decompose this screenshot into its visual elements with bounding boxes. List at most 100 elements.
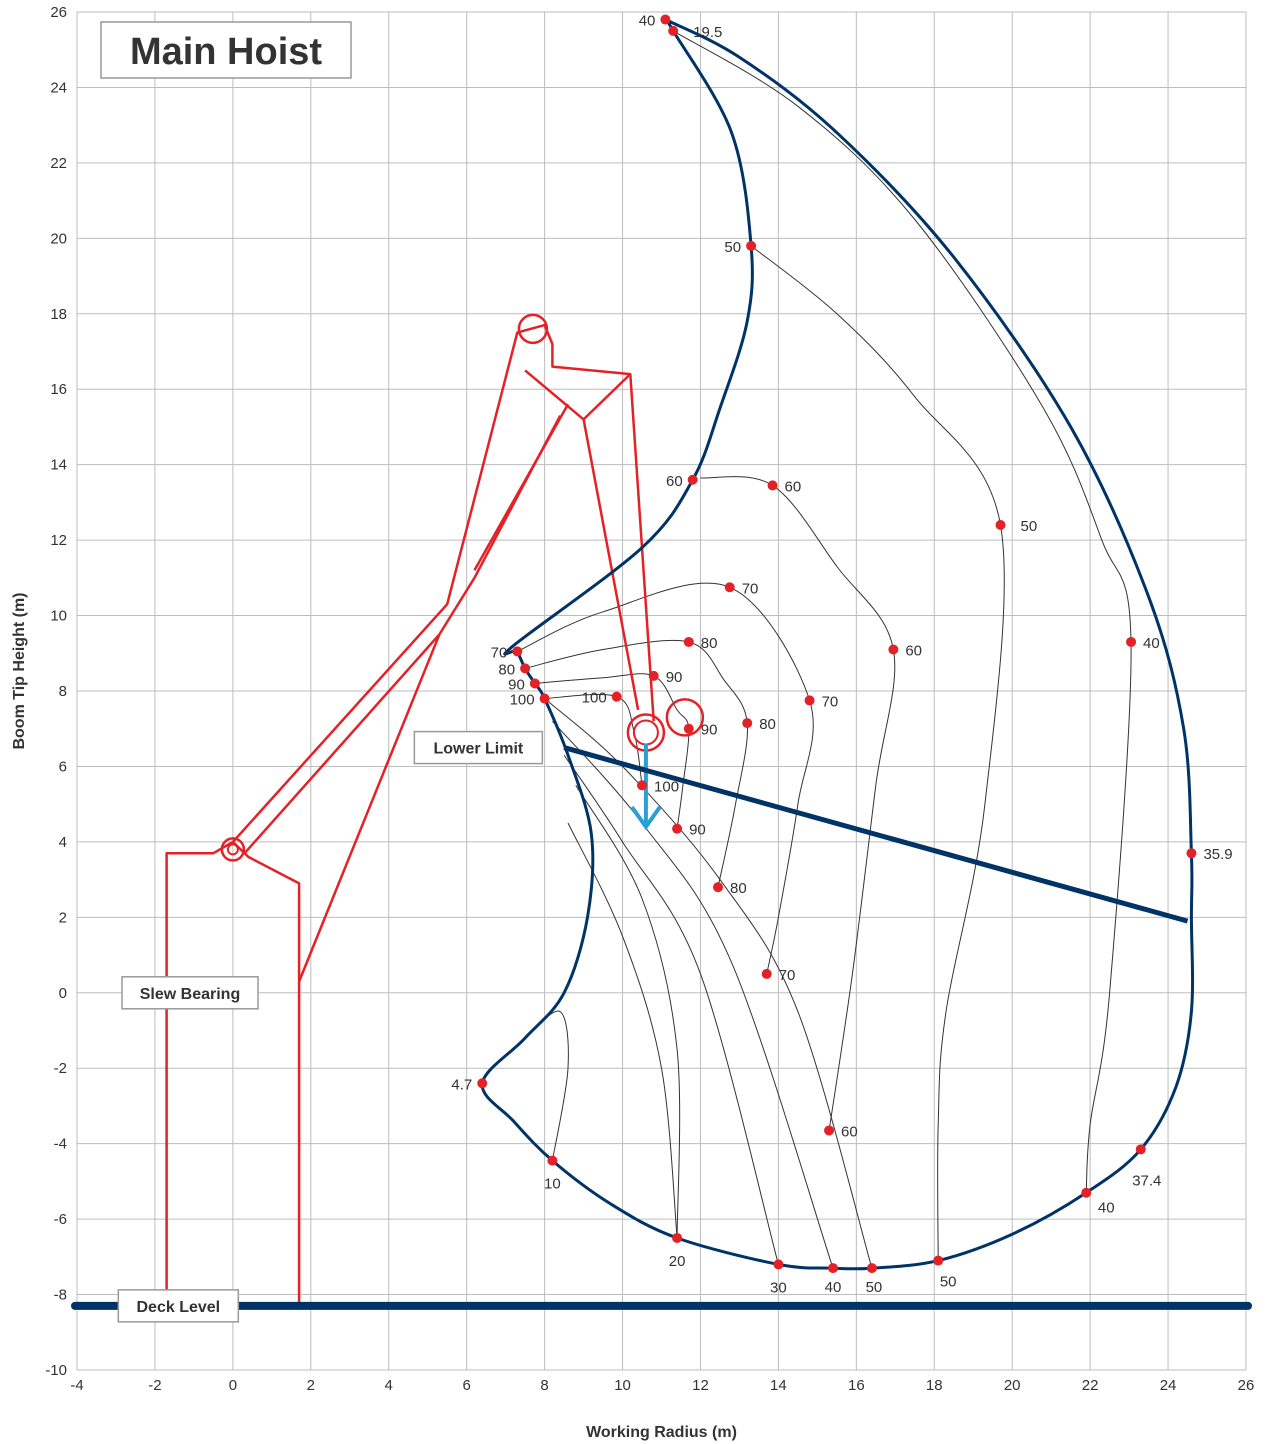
- x-tick-label: 0: [229, 1377, 237, 1394]
- data-point-label: 70: [491, 644, 508, 661]
- data-point: [1126, 636, 1137, 647]
- data-point-label: 80: [498, 661, 515, 678]
- crane-part: [231, 323, 655, 843]
- load-curve: [750, 245, 1005, 1261]
- data-point: [724, 582, 735, 593]
- hook-sheave-inner-icon: [632, 719, 659, 746]
- annotation-box: Lower Limit: [413, 730, 544, 765]
- crane-part: [582, 419, 640, 711]
- data-point: [672, 1232, 683, 1243]
- data-point: [648, 670, 659, 681]
- annotation-text: Slew Bearing: [140, 986, 240, 1003]
- y-tick-label: 22: [50, 155, 67, 172]
- annotation-frame: [121, 976, 259, 1010]
- data-point: [888, 644, 899, 655]
- x-tick-label: 12: [692, 1377, 709, 1394]
- data-point-label: 60: [905, 643, 922, 660]
- lower-limit-line: [563, 745, 1189, 924]
- load-curves: [517, 30, 1132, 1269]
- chart-axes: -4 -2 0 2 4 6 8 10 12 14 16 18 20 22 24 26-10-8-6-4-202…: [11, 4, 1254, 1441]
- data-point: [773, 1259, 784, 1270]
- data-point-label: 40: [1098, 1200, 1115, 1217]
- data-point-label: 50: [866, 1279, 883, 1296]
- data-point: [746, 240, 757, 251]
- data-point: [668, 25, 679, 36]
- data-point: [611, 691, 622, 702]
- data-point: [761, 968, 772, 979]
- annotation-frame: [117, 1289, 240, 1323]
- envelope-boundary: [480, 17, 1195, 1271]
- x-tick-label: 22: [1082, 1377, 1099, 1394]
- data-point-label: 70: [742, 580, 759, 597]
- x-tick-label: -2: [148, 1377, 161, 1394]
- x-axis-title: Working Radius (m): [586, 1424, 737, 1441]
- x-tick-label: 20: [1004, 1377, 1021, 1394]
- limit-lines: [71, 745, 1252, 1310]
- data-point-label: 60: [785, 478, 802, 495]
- data-point-label: 100: [654, 778, 679, 795]
- y-tick-label: 8: [59, 683, 67, 700]
- data-point-label: 35.9: [1203, 846, 1232, 863]
- y-tick-label: 18: [50, 306, 67, 323]
- crane-part: [524, 369, 632, 421]
- load-curve: [563, 754, 779, 1265]
- data-point-label: 20: [669, 1253, 686, 1270]
- data-point: [683, 636, 694, 647]
- data-point-label: 50: [1021, 518, 1038, 535]
- y-tick-label: 16: [50, 381, 67, 398]
- arrow-head-icon: [630, 805, 662, 831]
- data-point-label: 70: [779, 967, 796, 984]
- y-axis-title: Boom Tip Height (m): [11, 592, 28, 749]
- data-point-label: 40: [639, 13, 656, 30]
- data-point: [824, 1125, 835, 1136]
- load-curve: [575, 785, 681, 1239]
- x-tick-label: 4: [385, 1377, 393, 1394]
- annotation-frame: [413, 730, 544, 765]
- data-point-label: 80: [701, 635, 718, 652]
- x-tick-label: 18: [926, 1377, 943, 1394]
- x-tick-label: 16: [848, 1377, 865, 1394]
- data-point-label: 90: [508, 676, 525, 693]
- data-point: [547, 1155, 558, 1166]
- data-point: [529, 678, 540, 689]
- data-point: [539, 693, 550, 704]
- data-point: [520, 663, 531, 674]
- data-point-label: 80: [759, 716, 776, 733]
- chart-grid: [76, 11, 1247, 1371]
- y-tick-label: 6: [59, 758, 67, 775]
- load-curve: [700, 476, 896, 1131]
- data-point: [477, 1078, 488, 1089]
- y-tick-label: -4: [54, 1136, 67, 1153]
- data-point: [687, 474, 698, 485]
- crane-outline: [165, 313, 705, 1306]
- data-point-label: 100: [582, 690, 607, 707]
- x-tick-label: 14: [770, 1377, 787, 1394]
- data-point: [933, 1255, 944, 1266]
- chart-title-box: Main Hoist: [100, 21, 352, 79]
- data-point-label: 10: [544, 1176, 561, 1193]
- data-point: [660, 14, 671, 25]
- crane-part: [473, 403, 570, 571]
- y-tick-label: 10: [50, 608, 67, 625]
- data-point-label: 37.4: [1132, 1172, 1161, 1189]
- data-point-label: 80: [730, 880, 747, 897]
- data-point: [866, 1263, 877, 1274]
- x-tick-label: 2: [307, 1377, 315, 1394]
- title-frame: [100, 21, 352, 79]
- load-curve: [672, 30, 1132, 1193]
- x-tick-label: -4: [70, 1377, 83, 1394]
- data-point-label: 19.5: [693, 24, 722, 41]
- x-tick-label: 8: [540, 1377, 548, 1394]
- data-point-label: 100: [510, 692, 535, 709]
- y-tick-label: 4: [59, 834, 67, 851]
- data-point: [804, 695, 815, 706]
- data-point-label: 4.7: [451, 1076, 472, 1093]
- data-point-label: 50: [940, 1274, 957, 1291]
- y-tick-label: -6: [54, 1211, 67, 1228]
- data-point-label: 40: [825, 1279, 842, 1296]
- data-point: [767, 480, 778, 491]
- y-tick-label: 24: [50, 79, 67, 96]
- data-point-label: 40: [1143, 635, 1160, 652]
- data-point: [637, 780, 648, 791]
